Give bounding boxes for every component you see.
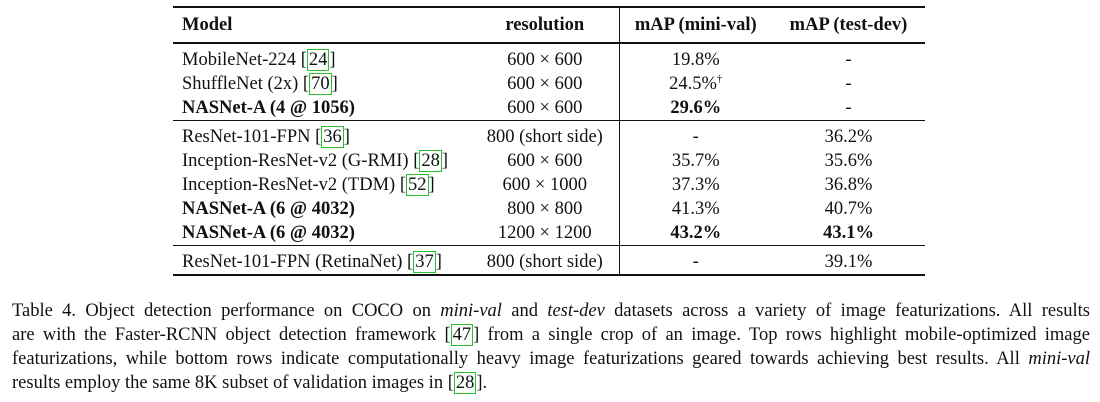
mini-val-value: 43.2% [670, 223, 722, 243]
mini-val-value: 37.3% [671, 175, 720, 195]
results-table-wrap: Model resolution mAP (mini-val) mAP (tes… [173, 6, 925, 276]
mini-val-value: - [692, 252, 699, 272]
model-name: Inception-ResNet-v2 (G-RMI) [182, 151, 414, 171]
cell-resolution: 800 × 800 [507, 199, 583, 219]
cell-test-dev: 43.1% [823, 223, 874, 243]
citation-link[interactable]: 24 [306, 49, 330, 71]
model-name: ResNet-101-FPN [182, 127, 316, 147]
cell-mini-val: - [618, 245, 772, 276]
mini-val-value: 35.7% [671, 151, 720, 171]
cell-test-dev: - [845, 74, 852, 94]
table-row: ResNet-101-FPN [36] 800 (short side) - 36.2… [173, 120, 925, 149]
dagger-footnote-mark: † [716, 73, 723, 85]
model-name: ShuffleNet (2x) [182, 74, 303, 94]
cell-model: NASNet-A (6 @ 4032) [173, 197, 471, 221]
header-test-dev: mAP (test-dev) [772, 6, 925, 43]
mini-val-value: - [692, 127, 699, 147]
table-caption: Table 4. Object detection performance on… [12, 299, 1090, 395]
model-name: MobileNet-224 [182, 50, 301, 70]
mini-val-value: 24.5% [669, 74, 717, 94]
table-row: ResNet-101-FPN (RetinaNet) [37] 800 (shor… [173, 245, 925, 276]
caption-line-4: results employ the same 8K subset of val… [12, 372, 488, 394]
cell-mini-val: 37.3% [618, 173, 772, 197]
cell-resolution: 600 × 600 [471, 42, 619, 72]
cell-model: ShuffleNet (2x) [70] [182, 73, 338, 95]
citation-link-28[interactable]: 28 [453, 372, 477, 394]
citation-link-47[interactable]: 47 [450, 324, 474, 346]
mini-val-value: 29.6% [670, 98, 722, 118]
cell-mini-val: - [618, 120, 772, 149]
citation-link[interactable]: 52 [406, 174, 429, 196]
cell-test-dev: 36.8% [824, 175, 873, 195]
table-row: NASNet-A (6 @ 4032) 1200 × 1200 43.2% 43.1% [173, 221, 925, 246]
model-name: ResNet-101-FPN (RetinaNet) [182, 252, 408, 272]
cell-resolution: 600 × 600 [507, 151, 583, 171]
cell-test-dev: - [845, 98, 852, 118]
header-mini-val: mAP (mini-val) [618, 6, 772, 43]
cell-resolution: 600 × 1000 [502, 175, 587, 195]
cell-mini-val: 29.6% [618, 96, 772, 121]
header-model: Model [173, 6, 471, 43]
citation-link[interactable]: 37 [413, 251, 436, 273]
table-row: MobileNet-224 [24] 600 × 600 19.8% - [173, 42, 925, 72]
cell-test-dev: 40.7% [824, 199, 873, 219]
table-row: ShuffleNet (2x) [70] 600 × 600 24.5%† - [173, 72, 925, 96]
cell-mini-val: 41.3% [618, 197, 772, 221]
citation-link[interactable]: 28 [419, 150, 442, 172]
cell-model: Inception-ResNet-v2 (G-RMI) [28] [182, 150, 449, 172]
cell-model: NASNet-A (6 @ 4032) [173, 221, 471, 246]
cell-resolution: 800 (short side) [471, 120, 619, 149]
cell-mini-val: 19.8% [618, 42, 772, 72]
mini-val-value: 19.8% [671, 50, 720, 70]
model-name: NASNet-A (4 @ 1056) [182, 98, 355, 118]
mini-val-value: 41.3% [671, 199, 720, 219]
cell-mini-val: 24.5%† [618, 72, 772, 96]
cell-mini-val: 43.2% [618, 221, 772, 246]
cell-test-dev: 35.6% [824, 151, 873, 171]
model-name: NASNet-A (6 @ 4032) [182, 223, 355, 243]
cell-model: MobileNet-224 [24] [173, 42, 471, 72]
caption-line-2: are with the Faster-RCNN object detectio… [12, 324, 1090, 346]
table-row: Inception-ResNet-v2 (TDM) [52] 600 × 1000… [173, 173, 925, 197]
table-header-row: Model resolution mAP (mini-val) mAP (tes… [173, 6, 925, 43]
cell-model: NASNet-A (4 @ 1056) [173, 96, 471, 121]
table-row: Inception-ResNet-v2 (G-RMI) [28] 600 × 60… [173, 149, 925, 173]
cell-resolution: 1200 × 1200 [497, 223, 592, 243]
model-name: Inception-ResNet-v2 (TDM) [182, 175, 400, 195]
cell-test-dev: 39.1% [772, 245, 925, 276]
model-name: NASNet-A (6 @ 4032) [182, 199, 355, 219]
cell-resolution: 800 (short side) [471, 245, 619, 276]
cell-test-dev: - [772, 42, 925, 72]
cell-model: Inception-ResNet-v2 (TDM) [52] [182, 174, 435, 196]
citation-link[interactable]: 70 [309, 73, 332, 95]
caption-line-3: featurizations, while bottom rows indica… [12, 349, 1090, 369]
cell-resolution: 600 × 600 [507, 98, 583, 118]
cell-test-dev: 36.2% [772, 120, 925, 149]
table-row: NASNet-A (4 @ 1056) 600 × 600 29.6% - [173, 96, 925, 121]
citation-link[interactable]: 36 [321, 126, 344, 148]
cell-mini-val: 35.7% [618, 149, 772, 173]
table-row: NASNet-A (6 @ 4032) 800 × 800 41.3% 40.7% [173, 197, 925, 221]
cell-model: ResNet-101-FPN (RetinaNet) [37] [173, 245, 471, 276]
cell-resolution: 600 × 600 [507, 74, 583, 94]
header-resolution: resolution [471, 6, 619, 43]
table-body: MobileNet-224 [24] 600 × 600 19.8% - Shuffle… [173, 42, 925, 276]
cell-model: ResNet-101-FPN [36] [173, 120, 471, 149]
detection-results-table: Model resolution mAP (mini-val) mAP (tes… [173, 6, 925, 276]
caption-line-1: Table 4. Object detection performance on… [12, 301, 1090, 321]
